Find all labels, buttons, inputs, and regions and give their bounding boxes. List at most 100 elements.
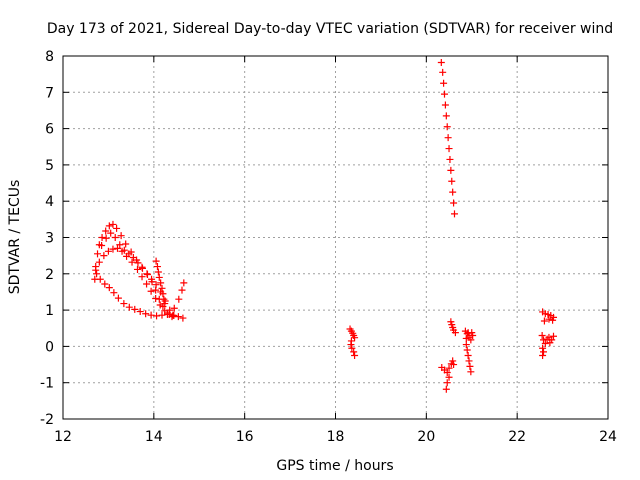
x-tick-label: 14 bbox=[145, 429, 163, 445]
data-point bbox=[107, 229, 115, 237]
grid-lines bbox=[63, 56, 608, 419]
data-point bbox=[543, 335, 551, 343]
data-points bbox=[91, 59, 557, 393]
data-point bbox=[437, 59, 445, 67]
series-hook-20-5 bbox=[438, 357, 458, 393]
data-point bbox=[147, 311, 155, 319]
data-point bbox=[447, 166, 455, 174]
data-point bbox=[441, 90, 448, 98]
data-point bbox=[105, 284, 113, 292]
x-tick-label: 22 bbox=[508, 429, 526, 445]
data-point bbox=[153, 263, 161, 271]
y-tick-label: 5 bbox=[45, 158, 54, 174]
data-point bbox=[104, 247, 112, 255]
data-point bbox=[159, 290, 167, 298]
data-point bbox=[102, 227, 110, 235]
data-point bbox=[163, 310, 171, 318]
data-point bbox=[445, 364, 453, 372]
data-point bbox=[155, 273, 163, 281]
data-point bbox=[125, 303, 133, 311]
data-point bbox=[113, 224, 121, 232]
data-point bbox=[348, 344, 356, 352]
x-tick-label: 18 bbox=[327, 429, 345, 445]
data-point bbox=[98, 241, 106, 249]
data-point bbox=[443, 123, 451, 131]
data-point bbox=[136, 308, 144, 316]
data-point bbox=[467, 368, 475, 376]
data-point bbox=[166, 306, 174, 314]
data-point bbox=[442, 112, 450, 120]
data-point bbox=[170, 304, 178, 312]
data-point bbox=[117, 232, 125, 240]
data-point bbox=[175, 295, 183, 303]
data-point bbox=[540, 348, 548, 356]
data-point bbox=[157, 279, 165, 287]
data-point bbox=[443, 369, 451, 377]
data-point bbox=[116, 241, 124, 249]
series-steep-20 bbox=[437, 59, 458, 218]
data-point bbox=[105, 222, 113, 230]
data-point bbox=[546, 339, 554, 347]
data-point bbox=[545, 315, 553, 323]
data-point bbox=[129, 253, 137, 261]
data-point bbox=[93, 270, 101, 278]
series-cluster-21 bbox=[461, 327, 477, 376]
data-point bbox=[449, 188, 457, 196]
data-point bbox=[541, 339, 549, 347]
data-point bbox=[134, 259, 142, 267]
y-tick-label: 1 bbox=[45, 303, 54, 319]
data-point bbox=[539, 351, 547, 359]
data-point bbox=[111, 234, 119, 241]
data-point bbox=[440, 79, 448, 87]
y-tick-label: 3 bbox=[45, 231, 54, 247]
data-point bbox=[96, 275, 104, 283]
x-axis-label: GPS time / hours bbox=[276, 458, 393, 474]
data-point bbox=[131, 305, 139, 313]
data-point bbox=[439, 68, 447, 76]
data-point bbox=[142, 310, 150, 318]
data-point bbox=[152, 281, 160, 289]
data-point bbox=[174, 313, 182, 321]
data-point bbox=[161, 307, 169, 315]
data-point bbox=[451, 329, 459, 337]
series-tail-20-5 bbox=[447, 318, 459, 337]
data-point bbox=[154, 268, 162, 276]
data-point bbox=[143, 280, 151, 288]
data-point bbox=[92, 266, 100, 274]
data-point bbox=[156, 301, 164, 309]
data-point bbox=[445, 373, 453, 381]
data-point bbox=[125, 250, 133, 258]
y-tick-label: 7 bbox=[45, 85, 54, 101]
data-point bbox=[550, 332, 557, 340]
y-axis-ticks: -2 -1 0 1 2 3 4 5 6 7 8 bbox=[40, 49, 608, 428]
data-point bbox=[466, 362, 474, 370]
data-point bbox=[540, 317, 548, 325]
data-point bbox=[101, 280, 109, 288]
data-point bbox=[540, 336, 548, 344]
data-point bbox=[178, 286, 186, 294]
data-point bbox=[450, 361, 458, 369]
y-tick-label: 4 bbox=[45, 194, 54, 210]
data-point bbox=[444, 134, 452, 142]
data-point bbox=[463, 330, 471, 338]
y-tick-label: 2 bbox=[45, 267, 54, 283]
data-point bbox=[95, 258, 103, 266]
data-point bbox=[351, 334, 359, 342]
data-point bbox=[350, 348, 358, 356]
data-point bbox=[442, 385, 450, 393]
data-point bbox=[138, 264, 146, 272]
data-point bbox=[158, 311, 166, 319]
data-point bbox=[114, 294, 122, 302]
data-point bbox=[448, 177, 456, 185]
y-tick-label: 0 bbox=[45, 339, 54, 355]
data-point bbox=[114, 244, 121, 252]
data-point bbox=[110, 289, 118, 297]
data-point bbox=[449, 357, 457, 365]
y-tick-label: -1 bbox=[40, 376, 54, 392]
data-point bbox=[450, 210, 458, 218]
data-point bbox=[538, 332, 546, 340]
series-spike-14 bbox=[152, 257, 169, 308]
data-point bbox=[539, 344, 547, 352]
x-tick-label: 20 bbox=[417, 429, 435, 445]
